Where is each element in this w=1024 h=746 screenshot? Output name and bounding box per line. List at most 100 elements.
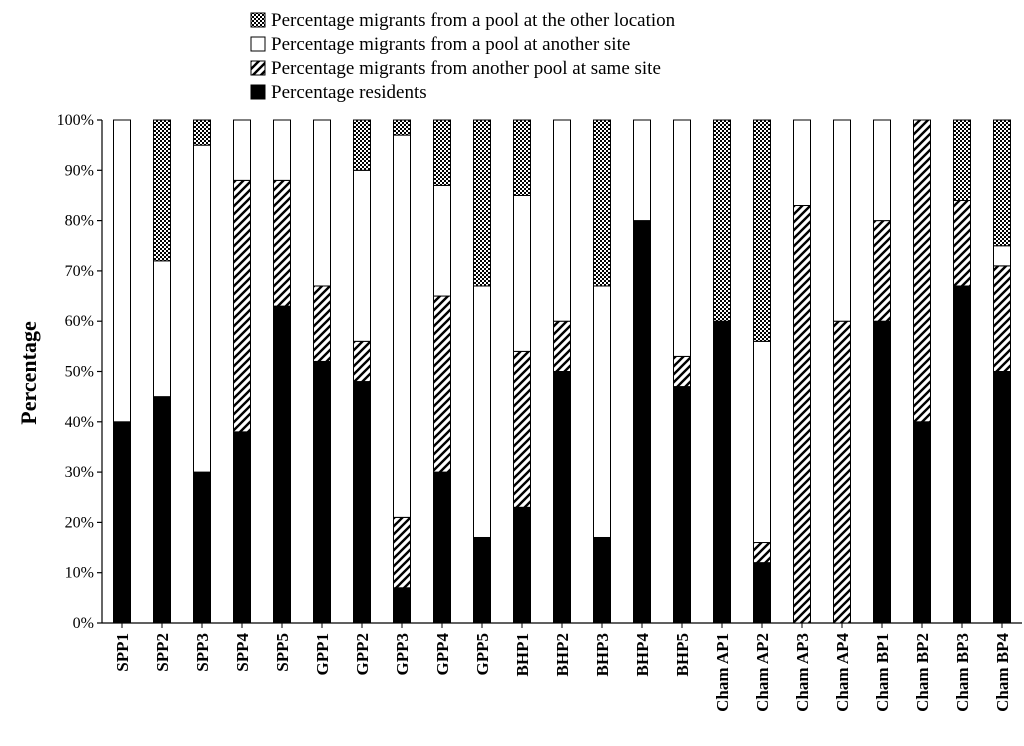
bar-segment-hatch bbox=[433, 295, 451, 473]
y-axis: 0% 10% 20% 30% 40% 50% 60% 70% 80% 90% 100% bbox=[57, 112, 1022, 632]
bar-segment-black bbox=[673, 386, 691, 624]
y-tick-label: 90% bbox=[65, 162, 94, 179]
bar-segment-checker bbox=[393, 119, 411, 136]
bar-segment-black bbox=[353, 381, 371, 624]
bar-segment-white bbox=[113, 119, 131, 423]
bar-segment-white bbox=[153, 260, 171, 398]
x-category-label: GPP5 bbox=[473, 633, 492, 676]
legend-label: Percentage residents bbox=[271, 82, 427, 103]
legend-label: Percentage migrants from a pool at anoth… bbox=[271, 34, 630, 55]
x-category-label: GPP2 bbox=[353, 633, 372, 676]
legend-swatch-checker bbox=[250, 12, 266, 28]
bar-segment-white bbox=[593, 285, 611, 538]
bar-segment-white bbox=[833, 119, 851, 322]
bar-segment-black bbox=[513, 506, 531, 624]
y-tick-label: 80% bbox=[65, 213, 94, 230]
bar-segment-checker bbox=[193, 119, 211, 146]
bar-segment-white bbox=[273, 119, 291, 181]
bar-segment-black bbox=[193, 471, 211, 624]
legend: Percentage migrants from a pool at the o… bbox=[250, 10, 676, 103]
bars bbox=[113, 119, 1011, 624]
bar-segment-hatch bbox=[393, 516, 411, 589]
bar-segment-hatch bbox=[513, 350, 531, 508]
bar-segment-white bbox=[993, 245, 1011, 267]
bar-segment-checker bbox=[593, 119, 611, 287]
bar-segment-white bbox=[633, 119, 651, 222]
x-category-label: BHP3 bbox=[593, 633, 612, 676]
bar-segment-black bbox=[873, 320, 891, 624]
bar-segment-white bbox=[753, 340, 771, 544]
bar-segment-white bbox=[673, 119, 691, 357]
bar-segment-black bbox=[393, 587, 411, 624]
x-category-label: GPP1 bbox=[313, 633, 332, 676]
x-category-label: GPP4 bbox=[433, 633, 452, 676]
x-category-label: BHP5 bbox=[673, 633, 692, 676]
x-category-label: Cham AP1 bbox=[713, 633, 732, 712]
bar-segment-checker bbox=[993, 119, 1011, 247]
x-category-label: Cham AP4 bbox=[833, 633, 852, 712]
bar-segment-hatch bbox=[313, 285, 331, 362]
bar-segment-black bbox=[273, 305, 291, 624]
y-tick-label: 20% bbox=[65, 514, 94, 531]
bar-segment-white bbox=[193, 144, 211, 473]
bar-segment-hatch bbox=[753, 542, 771, 564]
bar-segment-checker bbox=[473, 119, 491, 287]
y-tick-label: 60% bbox=[65, 313, 94, 330]
bar-segment-hatch bbox=[233, 179, 251, 433]
bar-segment-checker bbox=[353, 119, 371, 171]
legend-swatch-hatch bbox=[250, 60, 266, 76]
bar-segment-white bbox=[873, 119, 891, 222]
bar-segment-black bbox=[313, 360, 331, 624]
bar-segment-hatch bbox=[273, 179, 291, 307]
x-category-label: SPP1 bbox=[113, 633, 132, 672]
x-category-label: BHP1 bbox=[513, 633, 532, 676]
bar-segment-hatch bbox=[993, 265, 1011, 372]
legend-label: Percentage migrants from another pool at… bbox=[271, 58, 661, 79]
bar-segment-checker bbox=[153, 119, 171, 262]
y-tick-label: 100% bbox=[57, 112, 94, 129]
x-category-label: BHP4 bbox=[633, 633, 652, 677]
x-category-label: Cham BP4 bbox=[993, 633, 1012, 712]
bar-segment-checker bbox=[753, 119, 771, 342]
x-category-label: SPP5 bbox=[273, 633, 292, 672]
x-category-label: SPP2 bbox=[153, 633, 172, 672]
x-category-label: SPP3 bbox=[193, 633, 212, 672]
bar-segment-hatch bbox=[673, 355, 691, 388]
bar-segment-black bbox=[113, 421, 131, 624]
bar-segment-white bbox=[553, 119, 571, 322]
bar-segment-hatch bbox=[953, 199, 971, 287]
y-tick-label: 30% bbox=[65, 464, 94, 481]
bar-segment-white bbox=[233, 119, 251, 181]
x-category-label: Cham BP2 bbox=[913, 633, 932, 712]
bar-segment-hatch bbox=[833, 320, 851, 624]
bar-segment-black bbox=[233, 431, 251, 624]
bar-segment-white bbox=[313, 119, 331, 287]
bar-segment-black bbox=[953, 285, 971, 624]
bar-segment-checker bbox=[953, 119, 971, 201]
bar-segment-checker bbox=[513, 119, 531, 196]
bar-segment-black bbox=[753, 562, 771, 624]
bar-segment-black bbox=[593, 536, 611, 624]
x-category-label: BHP2 bbox=[553, 633, 572, 676]
bar-segment-black bbox=[713, 320, 731, 624]
bar-segment-white bbox=[513, 194, 531, 352]
bar-segment-black bbox=[153, 396, 171, 624]
bar-segment-hatch bbox=[793, 205, 811, 624]
y-tick-label: 50% bbox=[65, 364, 94, 381]
x-axis-labels: SPP1 SPP2 SPP3 SPP4 SPP5 GPP1 GPP2 GPP3 GPP4 GPP5… bbox=[113, 623, 1012, 712]
bar-segment-hatch bbox=[873, 220, 891, 322]
y-tick-label: 10% bbox=[65, 565, 94, 582]
legend-swatch-white bbox=[250, 36, 266, 52]
bar-segment-black bbox=[433, 471, 451, 624]
x-category-label: Cham BP3 bbox=[953, 633, 972, 712]
x-category-label: Cham BP1 bbox=[873, 633, 892, 712]
bar-segment-hatch bbox=[913, 119, 931, 423]
y-tick-label: 40% bbox=[65, 414, 94, 431]
y-tick-label: 0% bbox=[73, 615, 94, 632]
bar-segment-black bbox=[553, 371, 571, 624]
bar-segment-white bbox=[433, 184, 451, 297]
y-tick-label: 70% bbox=[65, 263, 94, 280]
bar-segment-black bbox=[993, 371, 1011, 624]
x-category-label: Cham AP3 bbox=[793, 633, 812, 712]
bar-segment-black bbox=[913, 421, 931, 624]
